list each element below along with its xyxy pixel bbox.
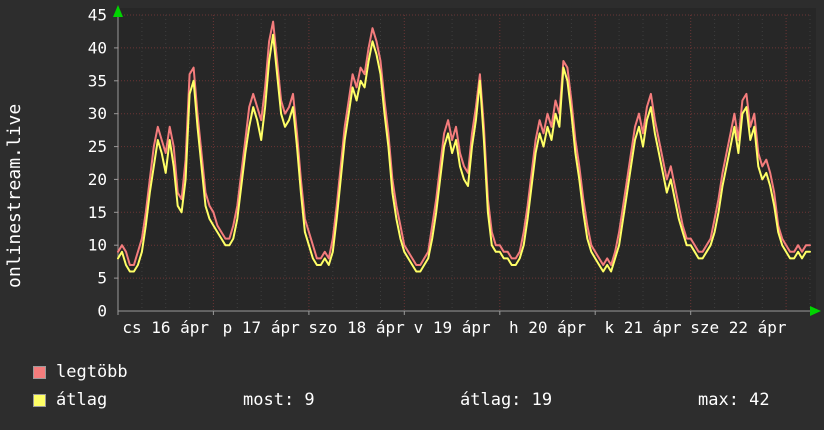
- svg-text:5: 5: [97, 269, 107, 288]
- legend-swatch-legtobb: [33, 366, 46, 379]
- svg-text:p 17 ápr: p 17 ápr: [223, 318, 300, 337]
- svg-text:45: 45: [88, 6, 107, 25]
- svg-text:25: 25: [88, 137, 107, 156]
- svg-text:szo 18 ápr: szo 18 ápr: [308, 318, 405, 337]
- svg-text:h 20 ápr: h 20 ápr: [509, 318, 586, 337]
- svg-text:k 21 ápr: k 21 ápr: [604, 318, 681, 337]
- svg-text:sze 22 ápr: sze 22 ápr: [690, 318, 787, 337]
- svg-text:40: 40: [88, 38, 107, 57]
- grid: [118, 14, 811, 311]
- svg-text:v 19 ápr: v 19 ápr: [414, 318, 491, 337]
- stat-most: most: 9: [243, 390, 315, 410]
- y-tick-labels: 0 5 10 15 20 25 30 35 40 45: [88, 6, 107, 321]
- x-axis-arrow-icon: [810, 306, 821, 316]
- x-tick-labels: cs 16 ápr p 17 ápr szo 18 ápr v 19 ápr h 20 …: [122, 318, 787, 337]
- svg-text:10: 10: [88, 236, 107, 255]
- legend-label-atlag: átlag: [56, 390, 108, 410]
- svg-text:20: 20: [88, 170, 107, 189]
- svg-text:15: 15: [88, 203, 107, 222]
- stat-atlag: átlag: 19: [460, 390, 553, 410]
- series-line-legtobb: [117, 20, 811, 266]
- svg-text:0: 0: [97, 302, 107, 321]
- chart-canvas: 0 5 10 15 20 25 30 35 40 45 cs 16 ápr p 17 ápr szo 1…: [88, 5, 821, 337]
- plot-area: [118, 8, 816, 311]
- legend-label-legtobb: legtöbb: [56, 362, 128, 382]
- svg-text:35: 35: [88, 71, 107, 90]
- svg-text:cs 16 ápr: cs 16 ápr: [122, 318, 209, 337]
- y-axis-arrow-icon: [113, 5, 123, 17]
- series-line-atlag: [117, 33, 811, 273]
- svg-text:30: 30: [88, 104, 107, 123]
- stat-max: max: 42: [698, 390, 770, 410]
- legend-swatch-atlag: [33, 394, 46, 407]
